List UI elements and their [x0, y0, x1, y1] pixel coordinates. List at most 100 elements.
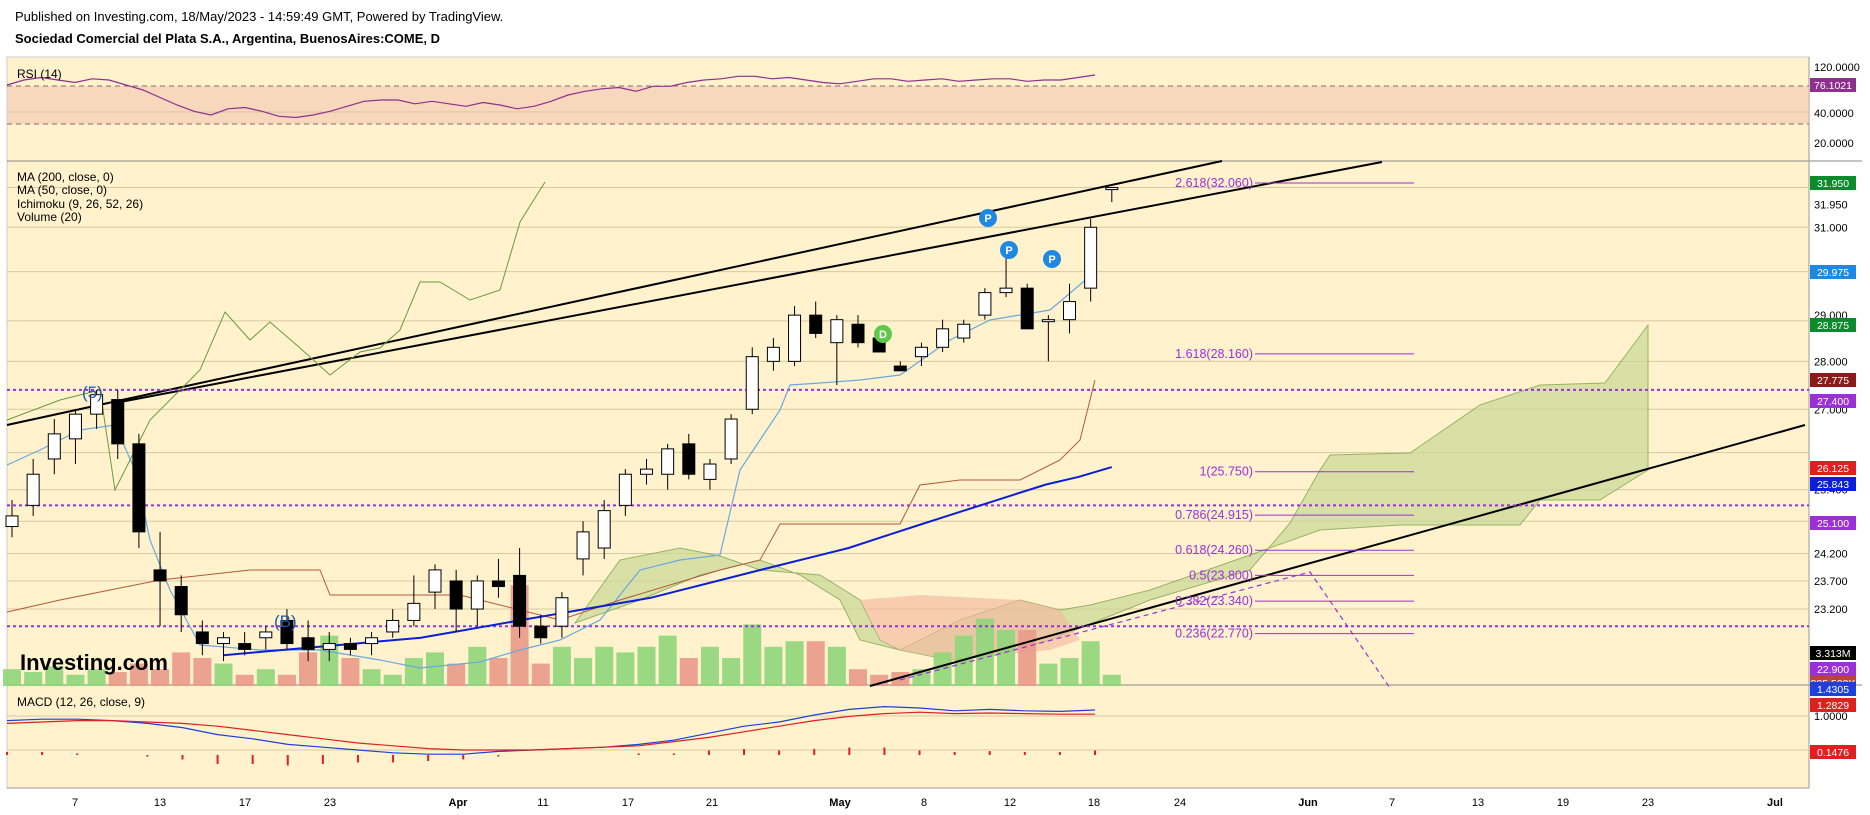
- signal-marker-label: P: [1005, 245, 1012, 257]
- time-tick: Apr: [449, 797, 469, 809]
- signal-marker: [874, 325, 892, 343]
- fib-label: 1(25.750): [1199, 465, 1253, 479]
- candle-body: [26, 473, 40, 506]
- axis-tick: 28.000: [1814, 356, 1848, 368]
- price-badge: [1810, 516, 1856, 530]
- time-tick: 17: [239, 797, 251, 809]
- rsi-band: [7, 86, 1809, 124]
- time-axis[interactable]: 7 13 17 23 Apr 11 17 21 May 8 12 18 24 Jun 7 13 19 23 Jul: [72, 797, 1783, 809]
- time-tick: 19: [1557, 797, 1569, 809]
- axis-tick: 23.200: [1814, 604, 1848, 616]
- price-badge-label: 1.4305: [1817, 684, 1849, 696]
- candle-body: [576, 531, 590, 560]
- volume-bar: [172, 652, 191, 686]
- volume-bar: [764, 646, 783, 686]
- candle-body: [491, 580, 505, 588]
- ichimoku-legend: Ichimoku (9, 26, 52, 26): [17, 197, 143, 211]
- chikou-line: [6, 181, 546, 492]
- candlesticks: [5, 187, 1119, 662]
- candle-body: [957, 323, 971, 339]
- axis-tick: 20.0000: [1814, 138, 1854, 150]
- volume-bar: [341, 658, 360, 686]
- price-badge-label: 76.1021: [1814, 80, 1852, 92]
- time-tick: 23: [1642, 797, 1654, 809]
- candle-body: [809, 314, 823, 334]
- price-badge-label: 22.900: [1817, 664, 1849, 676]
- price-badge-label: 26.125: [1817, 463, 1849, 475]
- axis-tick: 23.700: [1814, 576, 1848, 588]
- investing-watermark: Investing.com: [20, 650, 168, 675]
- candle-body: [343, 643, 357, 650]
- candle-body: [238, 643, 252, 650]
- candle-body: [682, 443, 696, 475]
- volume-bar: [362, 669, 381, 686]
- price-badge: [1810, 477, 1856, 491]
- time-tick: 8: [921, 797, 927, 809]
- candle-body: [703, 463, 717, 480]
- candle-body: [1105, 187, 1119, 191]
- ma200-line: [6, 271, 1096, 669]
- candle-body: [1041, 319, 1055, 323]
- fib-label: 0.5(23.800): [1189, 568, 1253, 582]
- volume-legend: Volume (20): [17, 210, 82, 224]
- volume-bar: [489, 658, 508, 686]
- time-tick: 24: [1174, 797, 1186, 809]
- volume-bar: [87, 669, 106, 686]
- candle-body: [1063, 301, 1076, 321]
- volume-bar: [806, 641, 825, 686]
- volume-bar: [658, 635, 677, 686]
- volume-bar: [151, 669, 170, 686]
- price-badge-label: 31.950: [1817, 178, 1849, 190]
- candle-body: [1084, 226, 1098, 289]
- candle-body: [1020, 287, 1034, 330]
- wave-label-b: (B): [274, 612, 297, 631]
- candle-body: [724, 418, 738, 460]
- price-badge: [1810, 318, 1856, 332]
- volume-bar: [574, 658, 593, 686]
- signal-line: [6, 711, 1095, 751]
- candle-body: [47, 433, 61, 460]
- candle-body: [449, 580, 463, 610]
- price-badge: [1810, 461, 1856, 475]
- price-badge: [1810, 176, 1856, 190]
- volume-bar: [743, 624, 762, 686]
- price-badge: [1810, 745, 1856, 759]
- candle-body: [745, 356, 759, 410]
- volume-bar: [108, 672, 127, 686]
- candle-body: [470, 580, 484, 610]
- volume-bar: [1060, 658, 1079, 686]
- price-badge-label: 29.975: [1817, 267, 1849, 279]
- candle-body: [851, 323, 865, 344]
- price-badge: [1810, 373, 1856, 387]
- time-tick: 18: [1088, 797, 1100, 809]
- price-badge-label: 28.875: [1817, 320, 1849, 332]
- trendline-lower: [114, 161, 1383, 404]
- time-tick: 12: [1004, 797, 1016, 809]
- signal-marker: [1043, 250, 1061, 268]
- candle-body: [111, 399, 125, 445]
- candle-body: [386, 619, 400, 633]
- axis-tick: 40.0000: [1814, 108, 1854, 120]
- volume-bar: [531, 663, 550, 686]
- candle-body: [301, 637, 315, 650]
- axis-tick: 31.950: [1814, 200, 1848, 212]
- fib-label: 0.236(22.770): [1175, 627, 1253, 641]
- price-axis[interactable]: 120.000040.000020.000031.95031.00029.000…: [1810, 62, 1860, 759]
- volume-bar: [637, 646, 656, 686]
- annotations: (5) (B) P P P D: [82, 209, 1061, 631]
- signal-marker: [1000, 241, 1018, 259]
- price-badge: [1810, 78, 1856, 92]
- axis-tick: 1.0000: [1814, 711, 1848, 723]
- fib-label: 0.382(23.340): [1175, 594, 1253, 608]
- candle-body: [365, 637, 379, 645]
- volume-bar: [679, 658, 698, 686]
- signal-marker-label: P: [1048, 254, 1055, 266]
- time-tick: 13: [154, 797, 166, 809]
- time-tick: Jun: [1298, 797, 1318, 809]
- time-tick: Jul: [1767, 797, 1783, 809]
- candle-body: [132, 443, 146, 533]
- volume-bar: [1039, 663, 1058, 686]
- volume-bar: [256, 669, 275, 686]
- candle-body: [195, 631, 209, 645]
